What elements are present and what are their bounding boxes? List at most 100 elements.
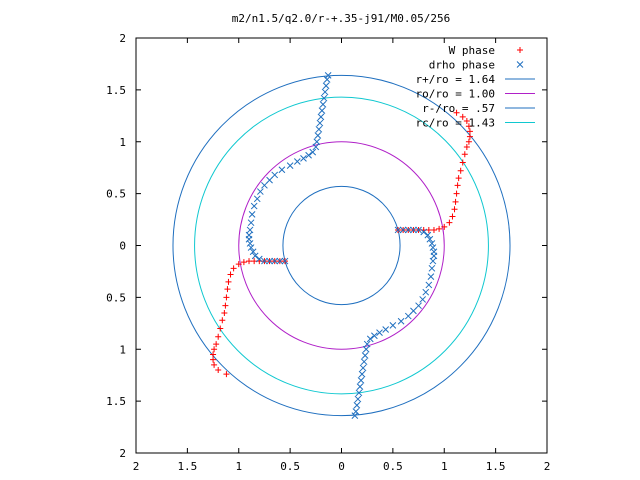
series-1-point-25	[371, 332, 378, 340]
x-tick-label-3: 0.5	[280, 460, 300, 473]
series-1-point-12	[429, 257, 437, 265]
circle-2	[282, 185, 401, 306]
series-0-point-23	[466, 128, 473, 135]
series-1-point-22	[389, 322, 397, 329]
series-1-point-55	[250, 202, 258, 210]
series-1-point-63	[293, 158, 301, 165]
legend-label-0: W phase	[449, 44, 495, 57]
y-tick-label-5: 0.5	[106, 188, 126, 201]
series-0-point-17	[457, 167, 464, 174]
series-1-point-51	[245, 231, 253, 239]
axis-ticks: 2 1.5 1 0.5 0 0.5 1 1.5 221.510.500.511.52	[106, 32, 550, 473]
series-0-point-25	[463, 118, 470, 124]
series-0-point-52	[211, 361, 218, 368]
series-1-point-60	[271, 171, 279, 179]
series-1-point-70	[315, 125, 323, 133]
series-1-point-6	[424, 231, 432, 239]
series-1-point-15	[425, 281, 433, 289]
series-1-point-49	[246, 240, 254, 247]
series-1-point-9	[429, 244, 437, 251]
series-0-point-13	[452, 198, 459, 205]
series-0-point-6	[425, 226, 432, 233]
series-0-point-24	[465, 123, 472, 130]
series-1-point-19	[410, 307, 417, 315]
legend-label-5: rc/ro = 1.43	[416, 117, 495, 130]
series-0-point-38	[230, 265, 237, 272]
series-1-point-32	[358, 370, 366, 378]
series-1-point-29	[361, 352, 369, 359]
series-0-point-44	[221, 309, 228, 316]
series-1-point-5	[420, 228, 428, 236]
y-tick-label-2: 1	[119, 343, 126, 356]
series-1-point-78	[323, 76, 331, 83]
y-tick-label-0: 2	[119, 447, 126, 460]
series-1-point-26	[366, 335, 374, 343]
series-0-point-53	[215, 367, 222, 373]
series-0-point-37	[235, 261, 242, 268]
x-tick-label-1: 1.5	[177, 460, 197, 473]
series-1-point-33	[357, 377, 365, 384]
series-1-point-66	[309, 148, 317, 156]
y-tick-label-7: 1.5	[106, 84, 126, 97]
series-1-point-69	[314, 132, 322, 139]
series-0-point-35	[246, 258, 253, 265]
series-1-point-44	[261, 257, 268, 265]
series-1-point-56	[253, 195, 261, 203]
series-1-point-46	[251, 252, 259, 260]
series-1-point-18	[415, 302, 422, 310]
series-1-point-8	[428, 240, 436, 247]
series-1-point-40	[281, 257, 289, 265]
series-0-point-16	[455, 175, 462, 182]
legend-label-4: r-/ro = .57	[422, 102, 495, 115]
chart-title: m2/n1.5/q2.0/r-+.35-j91/M0.05/256	[232, 12, 451, 25]
series-0-point-26	[459, 113, 466, 120]
series-1-point-71	[316, 119, 324, 127]
series-1-point-30	[360, 358, 368, 366]
series-1-point-75	[320, 94, 328, 102]
series-1-point-3	[410, 226, 417, 234]
series-0-point-34	[251, 258, 258, 265]
x-tick-label-6: 1	[441, 460, 448, 473]
series-0-point-47	[215, 333, 222, 340]
series-1-point-67	[312, 143, 320, 151]
series-1-point-62	[286, 162, 294, 169]
series-1-point-68	[313, 138, 321, 146]
series-0-point-40	[225, 278, 232, 285]
series-1-point-24	[376, 329, 383, 337]
series-1-point-43	[266, 257, 273, 265]
legend-swatch-1	[516, 61, 524, 68]
series-1-point-45	[255, 255, 263, 263]
series-0-point-41	[224, 286, 231, 293]
series-1-point-42	[271, 257, 279, 265]
series-1-point-17	[419, 296, 427, 303]
series-0-point-27	[453, 109, 460, 116]
series-1-point-59	[266, 176, 273, 184]
series-1-point-36	[354, 395, 362, 403]
x-tick-label-0: 2	[133, 460, 140, 473]
series-0-point-12	[451, 206, 458, 213]
series-1-point-41	[276, 257, 284, 265]
series-1-point-64	[300, 154, 307, 162]
series-1-point-34	[356, 383, 364, 390]
series-0-point-22	[466, 133, 473, 140]
y-tick-label-1: 1.5	[106, 395, 126, 408]
series-1-point-47	[249, 248, 257, 256]
series-0-point-20	[463, 143, 470, 150]
series-1-point-76	[321, 88, 329, 96]
series-0-point-43	[222, 302, 229, 309]
series-0-point-48	[213, 341, 220, 348]
x-tick-label-8: 2	[544, 460, 551, 473]
series-0-point-9	[441, 223, 448, 230]
series-1-point-20	[404, 312, 412, 320]
series-1-point-13	[428, 264, 436, 272]
series-1-point-39	[351, 412, 359, 420]
x-tick-label-5: 0.5	[383, 460, 403, 473]
circle-0	[172, 74, 511, 417]
series-1-point-79	[324, 71, 332, 79]
series-0-point-39	[227, 271, 234, 278]
circle-1	[238, 141, 445, 350]
series-0-point-11	[449, 213, 456, 220]
legend-swatch-0	[517, 47, 523, 53]
